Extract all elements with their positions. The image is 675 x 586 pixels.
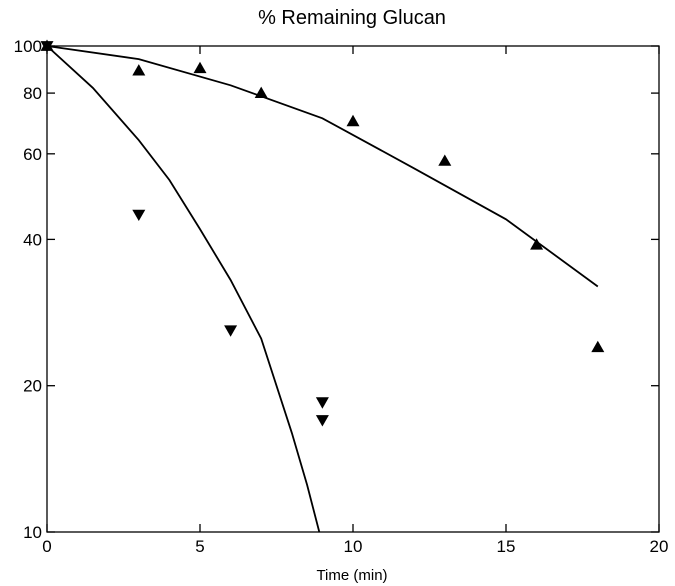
data-point-series-1-1 bbox=[132, 64, 146, 76]
x-axis-title: Time (min) bbox=[316, 567, 387, 584]
y-tick-label-5: 100 bbox=[14, 37, 42, 56]
y-tick-label-1: 20 bbox=[23, 377, 42, 396]
data-point-series-2-4 bbox=[315, 415, 329, 427]
data-point-series-1-6 bbox=[530, 238, 544, 250]
data-markers bbox=[40, 39, 605, 427]
axis-ticks: 0 5 10 15 20 10 20 40 60 80 100 bbox=[14, 37, 669, 556]
data-point-series-1-3 bbox=[254, 86, 268, 98]
data-point-series-2-3 bbox=[315, 397, 329, 409]
data-point-series-2-2 bbox=[224, 325, 238, 337]
y-tick-label-3: 60 bbox=[23, 145, 42, 164]
data-point-series-2-1 bbox=[132, 209, 146, 221]
x-tick-label-2: 10 bbox=[344, 537, 363, 556]
fit-line-series-1 bbox=[46, 45, 599, 288]
data-point-series-2-0 bbox=[40, 41, 54, 53]
fit-line-series-2 bbox=[46, 45, 321, 533]
data-point-series-1-4 bbox=[346, 114, 360, 127]
x-tick-label-4: 20 bbox=[650, 537, 669, 556]
data-point-series-1-7 bbox=[591, 340, 605, 353]
fit-lines bbox=[46, 45, 599, 533]
y-tick-label-4: 80 bbox=[23, 84, 42, 103]
x-tick-label-0: 0 bbox=[42, 537, 51, 556]
y-tick-label-2: 40 bbox=[23, 230, 42, 249]
x-tick-label-1: 5 bbox=[195, 537, 204, 556]
y-tick-label-0: 10 bbox=[23, 523, 42, 542]
x-tick-label-3: 15 bbox=[497, 537, 516, 556]
chart-title: % Remaining Glucan bbox=[258, 7, 446, 29]
data-point-series-1-2 bbox=[193, 61, 207, 74]
data-point-series-1-5 bbox=[438, 154, 452, 166]
